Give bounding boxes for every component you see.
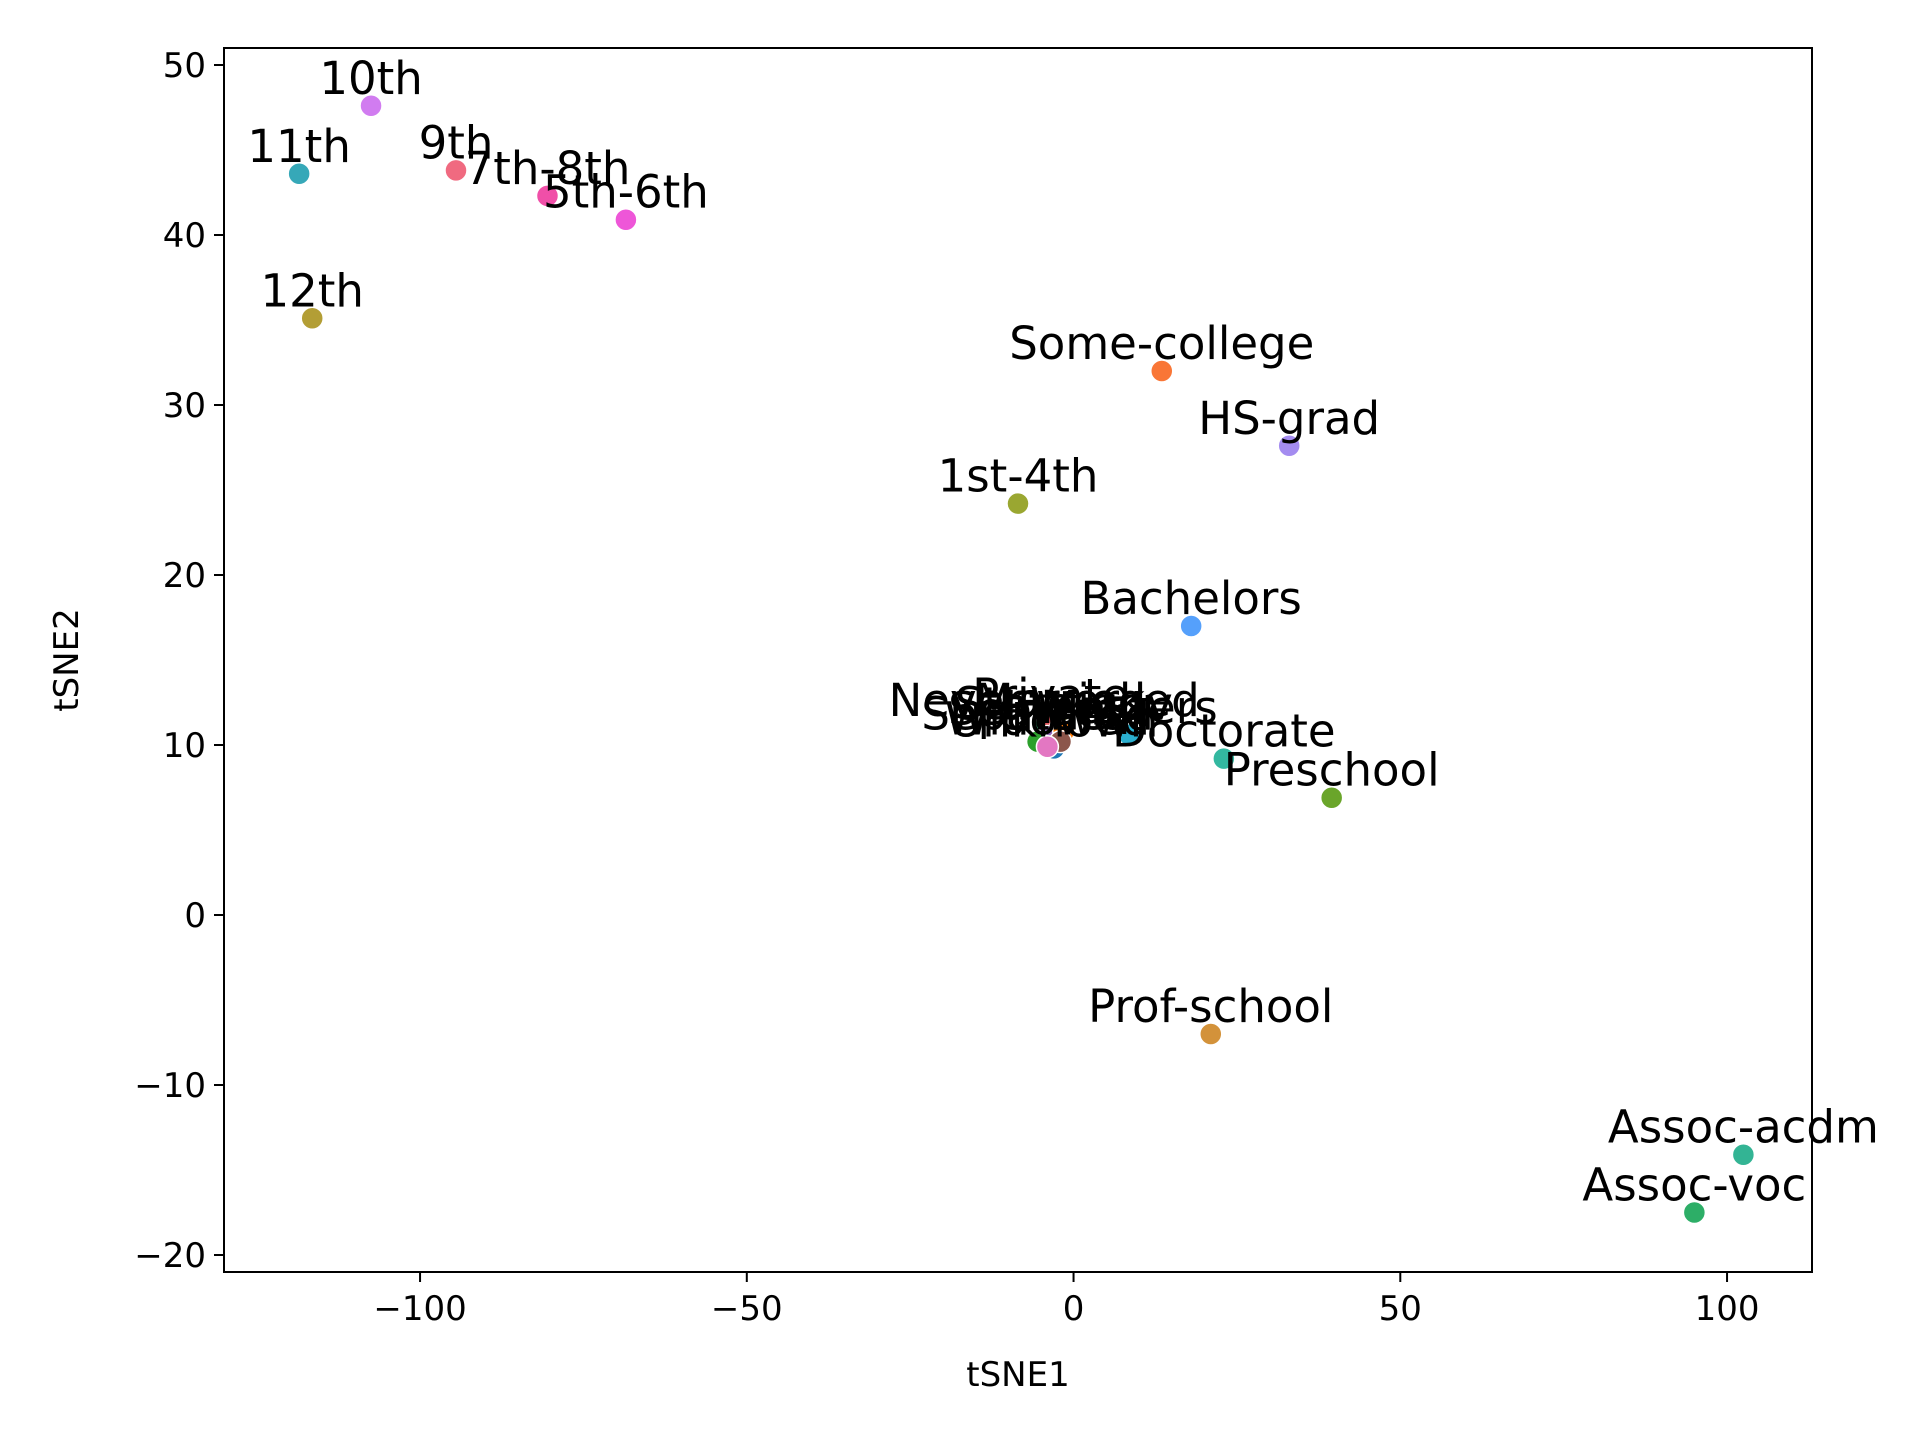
point-label: Bachelors	[1080, 572, 1301, 625]
scatter-point	[1212, 746, 1236, 771]
point-label: 7th-8th	[465, 142, 631, 195]
scatter-point	[1731, 1142, 1756, 1167]
point-label: HS-grad	[1198, 392, 1380, 445]
scatter-point	[614, 207, 638, 232]
point-label: Assoc-voc	[1582, 1159, 1806, 1212]
point-label: Prof-school	[1088, 980, 1333, 1033]
x-tick-label: −100	[373, 1289, 466, 1329]
x-axis-ticks: −100 −50 0 50 100	[373, 1272, 1759, 1329]
scatter-markers	[287, 94, 1756, 1225]
scatter-point	[444, 158, 468, 183]
point-label: Widowed	[945, 693, 1150, 746]
point-label: 12th	[261, 264, 364, 317]
point-label: Masters	[1041, 681, 1218, 734]
point-label: Preschool	[1224, 744, 1440, 797]
plot-frame	[223, 47, 1813, 1273]
x-tick-label: 0	[1063, 1289, 1085, 1329]
y-tick-label: 20	[163, 556, 206, 596]
point-label: Some-college	[1009, 317, 1314, 370]
scatter-point	[1150, 359, 1174, 383]
point-label: 5th-6th	[543, 166, 709, 219]
y-axis-title: tSNE2	[47, 608, 87, 711]
point-label: State-gov	[955, 677, 1173, 730]
x-tick-label: 100	[1695, 1289, 1760, 1329]
scatter-point	[535, 184, 560, 208]
scatter-point	[1006, 491, 1030, 516]
point-label: Other	[997, 688, 1125, 741]
y-tick-label: 50	[163, 46, 206, 86]
y-tick-label: 10	[163, 726, 206, 766]
x-axis-title: tSNE1	[966, 1355, 1069, 1395]
point-label: Private	[972, 669, 1129, 722]
point-label: Assoc-acdm	[1608, 1101, 1879, 1154]
point-label: 11th	[247, 120, 350, 173]
scatter-point	[1277, 434, 1301, 458]
point-label: 9th	[419, 116, 494, 169]
point-label: Married	[975, 674, 1146, 727]
x-tick-label: −50	[711, 1289, 783, 1329]
scatter-point	[1682, 1200, 1707, 1225]
y-tick-label: 40	[163, 216, 206, 256]
y-tick-label: 0	[184, 896, 206, 936]
y-tick-label: 30	[163, 386, 206, 426]
scatter-point	[1179, 614, 1203, 638]
y-tick-label: −20	[134, 1236, 206, 1276]
scatter-point	[1035, 734, 1060, 759]
scatter-point	[287, 162, 311, 186]
x-tick-label: 50	[1379, 1289, 1422, 1329]
point-label: 10th	[319, 52, 422, 105]
scatter-point	[1117, 723, 1141, 747]
scatter-point	[1319, 785, 1344, 810]
scatter-point	[300, 306, 324, 331]
y-axis-ticks: −20 −10 0 10 20 30 40 50	[134, 46, 224, 1276]
point-label: Unknown	[949, 694, 1158, 747]
scatter-point	[359, 94, 383, 118]
point-label: 1st-4th	[938, 450, 1099, 503]
y-tick-label: −10	[134, 1066, 206, 1106]
point-label: Separated	[921, 688, 1153, 741]
point-label: Never-worked	[889, 674, 1200, 727]
scatter-point	[1199, 1022, 1223, 1046]
point-label: Self-emp	[948, 683, 1146, 736]
point-label: Doctorate	[1112, 705, 1336, 758]
